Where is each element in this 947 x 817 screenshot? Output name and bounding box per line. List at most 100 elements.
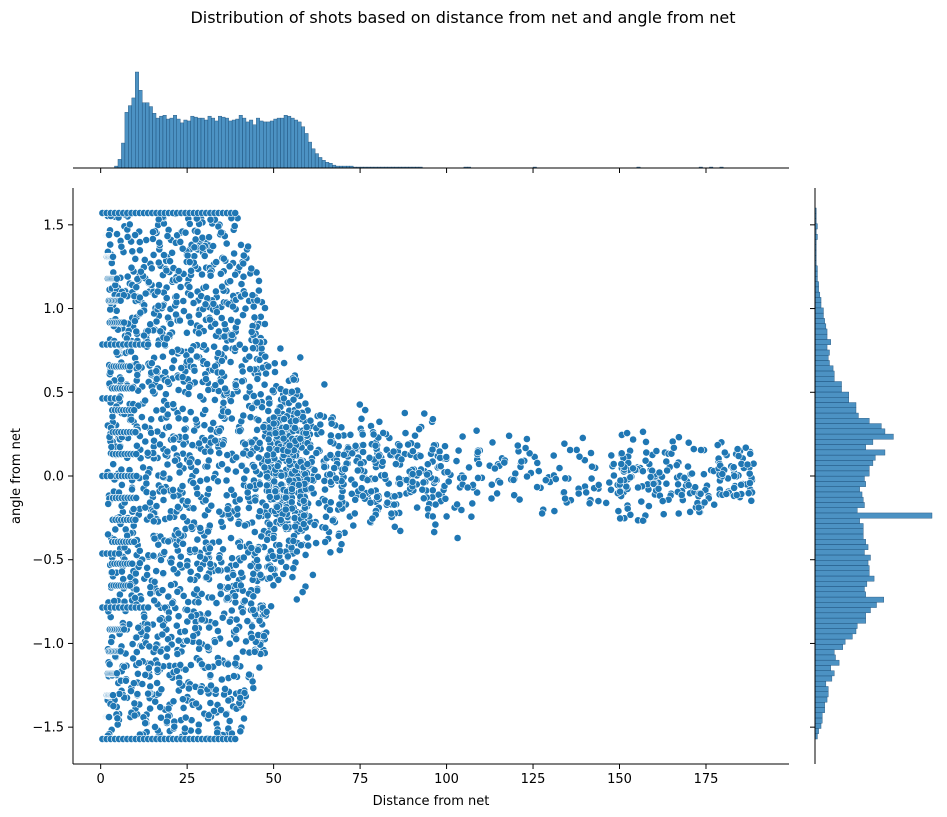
- scatter-point: [175, 468, 184, 477]
- top-histogram-bar: [180, 122, 184, 169]
- scatter-point: [191, 545, 199, 554]
- scatter-point: [328, 516, 337, 525]
- top-histogram-bar: [211, 117, 216, 169]
- scatter-point: [300, 511, 308, 520]
- scatter-point: [265, 492, 274, 501]
- scatter-point: [185, 258, 194, 266]
- scatter-point: [566, 446, 574, 454]
- scatter-point: [264, 362, 273, 371]
- scatter-point: [160, 251, 168, 259]
- scatter-point: [178, 404, 187, 413]
- scatter-point: [172, 310, 180, 319]
- scatter-point: [154, 301, 163, 310]
- scatter-point: [500, 458, 509, 467]
- scatter-point: [168, 348, 176, 356]
- scatter-point: [171, 456, 179, 465]
- scatter-point: [233, 504, 242, 513]
- scatter-point: [253, 296, 262, 305]
- scatter-point: [113, 274, 121, 283]
- scatter-point: [158, 630, 167, 639]
- scatter-point: [211, 381, 220, 390]
- scatter-point: [265, 574, 274, 582]
- scatter-point: [408, 447, 417, 456]
- top-histogram-bar: [280, 117, 285, 169]
- chart-title: Distribution of shots based on distance …: [190, 8, 735, 27]
- scatter-point: [181, 433, 190, 441]
- scatter-point: [215, 507, 224, 516]
- scatter-point: [216, 377, 225, 386]
- scatter-point: [273, 462, 282, 470]
- scatter-point: [237, 280, 246, 288]
- scatter-point: [178, 244, 187, 253]
- scatter-point: [534, 467, 543, 475]
- scatter-point: [299, 520, 308, 528]
- scatter-point: [454, 446, 463, 455]
- scatter-point: [104, 530, 112, 539]
- scatter-point: [700, 498, 709, 507]
- right-histogram-bar: [814, 512, 933, 519]
- scatter-point: [289, 375, 298, 384]
- scatter-point: [375, 417, 384, 426]
- scatter-point: [125, 581, 134, 590]
- scatter-point: [223, 465, 232, 474]
- scatter-point: [162, 294, 171, 302]
- scatter-point: [602, 498, 611, 507]
- scatter-point: [152, 375, 161, 383]
- right-histogram-bar: [814, 607, 871, 614]
- scatter-point: [289, 395, 298, 404]
- scatter-point: [143, 563, 151, 572]
- scatter-point: [240, 596, 249, 605]
- top-histogram-bar: [287, 115, 292, 169]
- top-histogram-bar: [166, 118, 171, 169]
- scatter-point: [505, 431, 513, 440]
- scatter-point: [652, 447, 661, 455]
- scatter-point: [550, 507, 559, 515]
- scatter-point: [240, 474, 249, 483]
- scatter-point: [159, 487, 168, 496]
- scatter-point: [186, 661, 195, 669]
- scatter-point: [641, 456, 650, 465]
- scatter-point: [622, 482, 631, 491]
- scatter-point: [120, 662, 129, 671]
- y-axis-ticks: −1.5 −1.0 −0.5 0.0 0.5 1.0 1.5: [32, 218, 73, 736]
- scatter-point: [125, 362, 134, 371]
- scatter-point: [268, 552, 277, 560]
- scatter-point: [150, 596, 159, 605]
- scatter-point: [141, 396, 149, 405]
- scatter-point: [614, 507, 623, 515]
- scatter-point: [428, 512, 437, 521]
- top-histogram-bar: [318, 157, 323, 169]
- top-marginal-histogram: [114, 71, 724, 169]
- scatter-point: [242, 637, 250, 646]
- scatter-point: [355, 400, 364, 409]
- scatter-point: [117, 375, 126, 384]
- scatter-point: [617, 449, 626, 458]
- scatter-point: [424, 504, 432, 513]
- right-histogram-bar: [814, 628, 857, 635]
- top-histogram-bar: [245, 121, 250, 169]
- right-histogram-bar: [814, 370, 835, 377]
- scatter-point: [290, 514, 299, 522]
- scatter-point: [231, 209, 240, 217]
- top-histogram-bar: [145, 102, 150, 169]
- scatter-point: [216, 590, 225, 598]
- scatter-point: [113, 714, 122, 723]
- right-histogram-bar: [814, 680, 827, 687]
- right-histogram-bar: [814, 517, 860, 524]
- scatter-point: [153, 427, 162, 436]
- scatter-point: [238, 377, 246, 386]
- scatter-point: [235, 495, 244, 504]
- scatter-point: [123, 232, 132, 241]
- scatter-point: [250, 528, 259, 536]
- scatter-point: [162, 717, 171, 726]
- scatter-point: [737, 480, 745, 489]
- scatter-point: [582, 488, 591, 497]
- top-histogram-bar: [276, 117, 281, 169]
- scatter-point: [287, 485, 296, 493]
- scatter-point: [616, 476, 625, 485]
- right-histogram-bar: [814, 465, 870, 472]
- scatter-point: [222, 491, 231, 500]
- scatter-point: [263, 472, 271, 481]
- scatter-point: [204, 456, 213, 465]
- scatter-point: [206, 671, 215, 680]
